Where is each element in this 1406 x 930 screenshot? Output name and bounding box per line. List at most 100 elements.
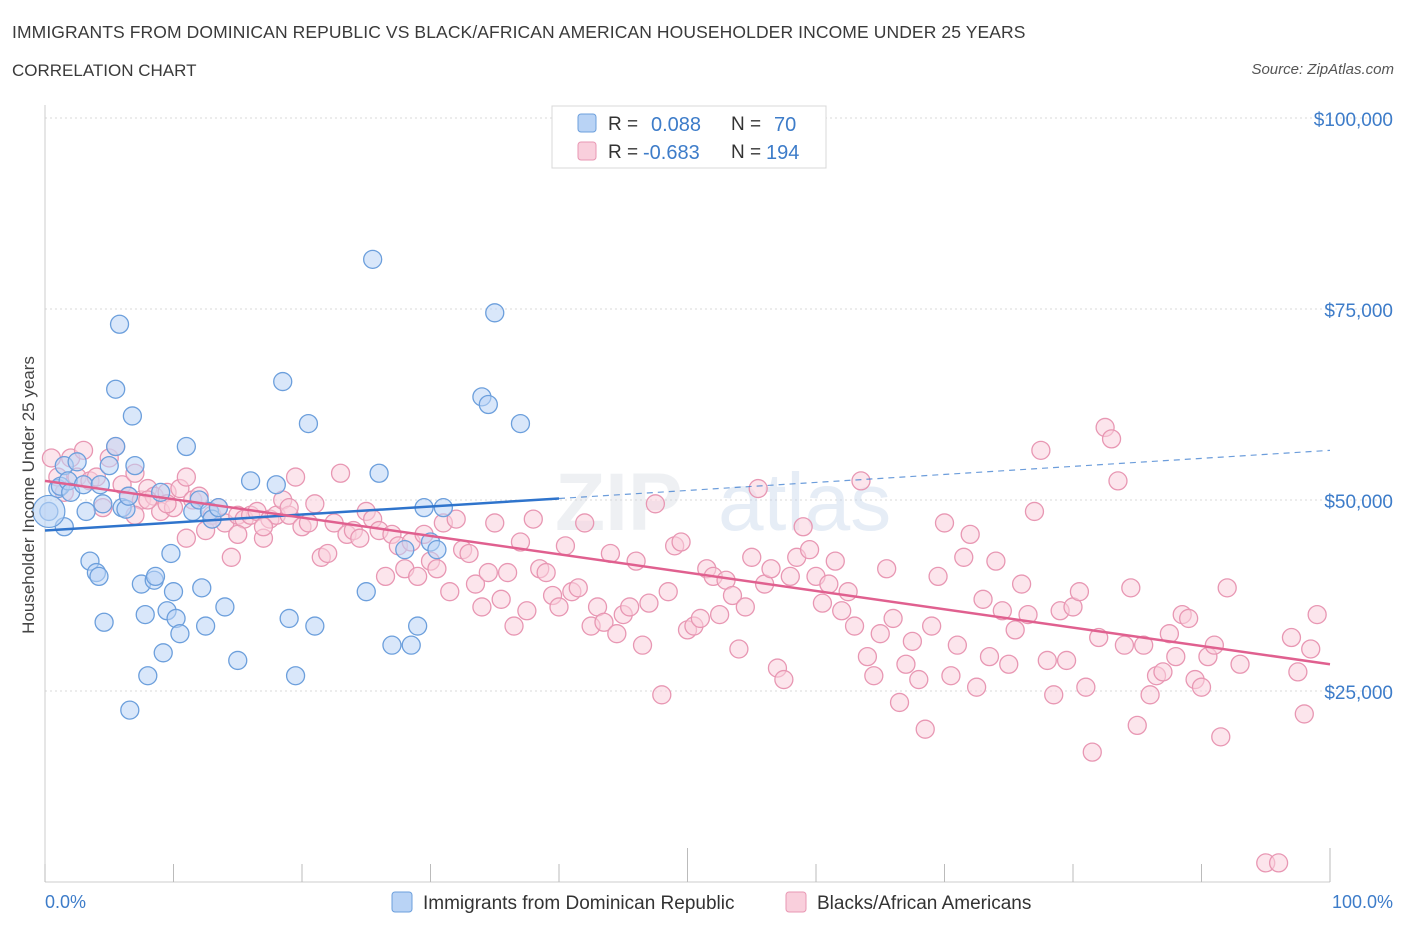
blue-point-56	[363, 249, 383, 269]
legend-box	[551, 105, 827, 169]
pink-point-197	[228, 524, 248, 545]
pink-point-147	[986, 551, 1006, 571]
pink-point-184	[1230, 654, 1250, 674]
pink-point-189	[1294, 704, 1314, 724]
blue-point-57	[369, 463, 389, 483]
pink-point-145	[973, 589, 993, 609]
watermark: ZIP atlas	[555, 457, 891, 548]
pink-point-150	[1005, 620, 1025, 640]
pink-point-161	[1076, 677, 1096, 697]
pink-point-149	[999, 654, 1019, 674]
blue-point-54	[305, 616, 325, 636]
blue-point-69	[510, 413, 531, 434]
pink-point-138	[928, 566, 948, 587]
pink-point-139	[934, 513, 955, 533]
pink-point-104	[709, 604, 730, 625]
pink-point-43	[318, 543, 338, 564]
pink-point-80	[555, 536, 576, 556]
pink-point-173	[1153, 662, 1173, 682]
source-label: Source: ZipAtlas.com	[1251, 61, 1394, 78]
blue-point-52	[285, 666, 306, 686]
blue-trend-line	[44, 497, 560, 532]
pink-point-135	[909, 669, 929, 690]
blue-point-60	[401, 635, 421, 655]
pink-point-28	[221, 547, 241, 567]
pink-point-114	[774, 669, 794, 690]
blue-point-22	[118, 486, 139, 506]
blue-point-34	[161, 543, 181, 564]
pink-point-190	[1301, 639, 1321, 659]
blue-point-58	[382, 635, 402, 655]
pink-point-146	[979, 646, 1000, 667]
blue-point-17	[106, 379, 126, 399]
y-tick-label-1: $50,000	[1324, 492, 1393, 513]
trend-lines	[44, 449, 1331, 666]
series-pink-points	[41, 417, 1327, 873]
y-axis-label: Householder Income Under 25 years	[19, 356, 38, 634]
pink-point-174	[1159, 624, 1180, 644]
pink-point-141	[947, 635, 967, 655]
pink-point-41	[305, 494, 325, 514]
pink-point-45	[330, 463, 351, 483]
blue-point-68	[485, 303, 505, 323]
pink-point-106	[722, 585, 743, 606]
pink-point-93	[639, 593, 659, 613]
y-tick-labels: $25,000 $50,000 $75,000 $100,000	[1314, 110, 1393, 704]
pink-point-101	[690, 608, 710, 629]
pink-point-125	[844, 616, 865, 636]
legend-blue-swatch	[577, 113, 597, 133]
pink-point-169	[1127, 715, 1147, 736]
pink-point-148	[992, 601, 1012, 621]
pink-point-160	[1069, 582, 1090, 602]
pink-point-72	[504, 616, 524, 636]
pink-point-175	[1166, 646, 1186, 667]
blue-point-16	[99, 455, 119, 476]
pink-point-186	[1268, 853, 1289, 873]
pink-point-115	[780, 566, 800, 587]
pink-point-75	[523, 509, 543, 529]
top-legend: R = 0.088 N = 70 R = -0.683 N = 194	[551, 105, 827, 169]
blue-point-49	[266, 475, 286, 495]
x-tick-label-min: 0.0%	[45, 892, 86, 912]
blue-point-13	[90, 475, 110, 495]
pink-point-153	[1024, 501, 1045, 522]
pink-point-67	[472, 597, 492, 617]
legend-pink-r-label: R =	[608, 142, 638, 163]
blue-point-32	[153, 643, 173, 663]
legend-blue-r-value: 0.088	[651, 114, 701, 136]
y-tick-label-0: $25,000	[1324, 683, 1393, 704]
pink-point-198	[253, 517, 274, 537]
legend-pink-n-label: N =	[731, 142, 761, 163]
bottom-legend: Immigrants from Dominican Republic Black…	[391, 891, 1031, 914]
pink-point-166	[1108, 471, 1128, 491]
pink-point-155	[1037, 650, 1057, 671]
blue-point-59	[395, 540, 415, 560]
pink-point-130	[877, 559, 897, 579]
y-tick-label-2: $75,000	[1324, 301, 1393, 322]
pink-point-152	[1018, 604, 1038, 625]
pink-point-82	[568, 578, 588, 598]
pink-point-79	[549, 597, 569, 617]
legend-blue-n-label: N =	[731, 114, 761, 135]
blue-point-47	[228, 650, 248, 671]
blue-point-12	[89, 566, 109, 587]
pink-point-127	[857, 646, 878, 667]
blue-point-28	[138, 666, 158, 686]
axes	[44, 105, 1331, 883]
pink-point-118	[799, 540, 820, 560]
bottom-legend-blue-label: Immigrants from Dominican Republic	[423, 893, 735, 914]
legend-pink-n-value: 194	[766, 142, 799, 164]
pink-point-121	[819, 574, 839, 594]
pink-point-126	[851, 471, 871, 491]
pink-point-182	[1211, 727, 1231, 747]
blue-point-50	[273, 371, 293, 392]
pink-point-92	[632, 635, 653, 655]
pink-point-151	[1011, 574, 1032, 594]
blue-point-48	[240, 471, 261, 491]
legend-pink-swatch	[577, 141, 597, 161]
pink-point-108	[735, 597, 755, 617]
blue-point-cluster	[32, 494, 66, 529]
blue-point-10	[76, 501, 96, 522]
blue-point-46	[215, 597, 235, 617]
chart-subtitle: CORRELATION CHART	[12, 61, 197, 80]
